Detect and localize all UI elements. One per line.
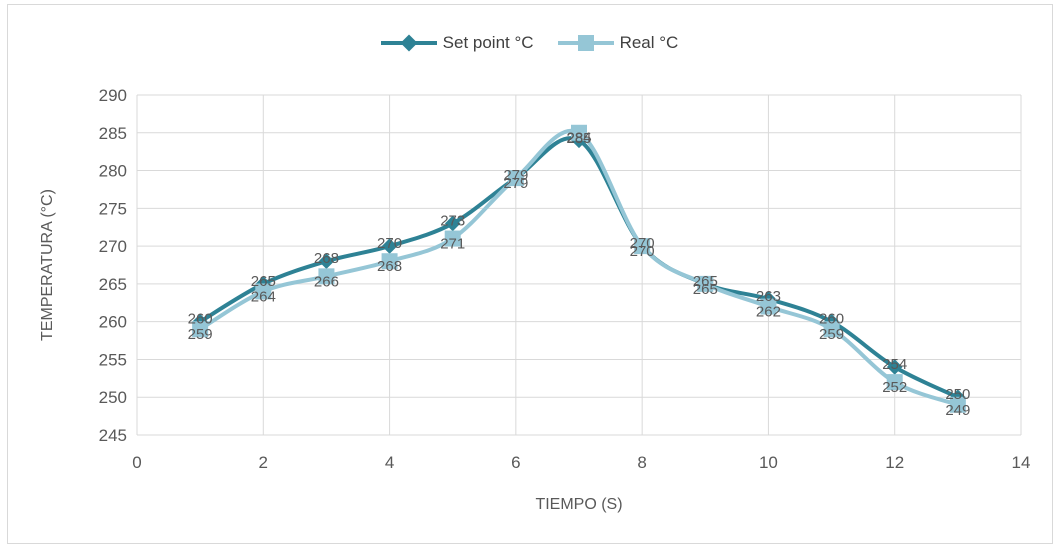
data-label-real: 285: [566, 130, 591, 147]
y-tick-label: 265: [99, 275, 127, 294]
x-axis-title: TIEMPO (S): [535, 496, 622, 513]
data-label-real: 252: [882, 379, 907, 396]
data-label-real: 279: [503, 175, 528, 192]
y-tick-label: 245: [99, 426, 127, 445]
data-point-real: [318, 268, 335, 285]
data-label-real: 262: [756, 304, 781, 321]
chart-frame: [7, 4, 1053, 544]
data-label-set-point: 265: [693, 273, 718, 290]
data-label-set-point: 270: [377, 235, 402, 252]
data-label-real: 268: [377, 258, 402, 275]
legend-real-marker-icon: [557, 35, 614, 51]
y-tick-label: 270: [99, 237, 127, 256]
data-point-real: [886, 374, 903, 391]
x-tick-label: 10: [759, 453, 778, 472]
data-point-real: [571, 124, 587, 141]
data-point-real: [192, 321, 209, 338]
data-label-set-point: 284: [566, 129, 591, 146]
data-label-real: 266: [314, 273, 339, 290]
data-label-set-point: 263: [756, 288, 781, 305]
x-tick-label: 6: [511, 453, 520, 472]
series-line-real: [198, 128, 960, 407]
x-tick-label: 4: [385, 453, 394, 472]
data-point-real: [697, 275, 714, 292]
chart-legend: Set point °C Real °C: [0, 28, 1059, 58]
data-label-real: 264: [251, 288, 276, 305]
series-line-set-point: [198, 136, 960, 400]
x-tick-label: 0: [132, 453, 141, 472]
data-point-real: [255, 283, 272, 300]
data-label-set-point: 254: [882, 356, 907, 373]
legend-set-point-marker-icon: [380, 34, 437, 52]
legend-real-label: Real °C: [619, 33, 679, 52]
legend-item-set-point: Set point °C: [380, 33, 534, 53]
legend-set-point-label: Set point °C: [442, 33, 534, 52]
data-label-set-point: 268: [314, 250, 339, 267]
x-tick-label: 8: [637, 453, 646, 472]
x-tick-label: 12: [885, 453, 904, 472]
legend-item-real: Real °C: [557, 33, 679, 53]
y-tick-label: 275: [99, 199, 127, 218]
y-tick-label: 285: [99, 124, 127, 143]
y-axis-title: TEMPERATURA (°C): [39, 189, 56, 341]
data-label-real: 271: [440, 236, 465, 253]
data-point-real: [760, 298, 777, 315]
data-point-real: [381, 253, 398, 270]
data-point-set-point: [381, 238, 398, 254]
data-point-real: [949, 396, 966, 413]
data-point-real: [634, 238, 651, 255]
y-tick-label: 290: [99, 86, 127, 105]
data-label-real: 259: [188, 326, 213, 343]
y-tick-label: 255: [99, 350, 127, 369]
data-label-real: 249: [945, 402, 970, 419]
data-point-set-point: [444, 215, 461, 232]
data-label-set-point: 260: [819, 311, 844, 328]
y-tick-label: 280: [99, 162, 127, 181]
data-label-set-point: 265: [251, 273, 276, 290]
x-tick-label: 14: [1012, 453, 1031, 472]
data-label-set-point: 250: [945, 386, 970, 403]
data-label-real: 259: [819, 326, 844, 343]
data-label-set-point: 270: [630, 235, 655, 252]
data-label-set-point: 260: [188, 311, 213, 328]
x-tick-label: 2: [259, 453, 268, 472]
data-label-real: 265: [693, 281, 718, 298]
y-tick-label: 260: [99, 313, 127, 332]
data-label-real: 270: [630, 243, 655, 260]
data-label-set-point: 273: [440, 212, 465, 229]
data-point-real: [823, 321, 840, 338]
data-point-real: [444, 230, 461, 247]
data-point-real: [507, 170, 524, 187]
data-label-set-point: 279: [503, 167, 528, 184]
y-tick-label: 250: [99, 388, 127, 407]
